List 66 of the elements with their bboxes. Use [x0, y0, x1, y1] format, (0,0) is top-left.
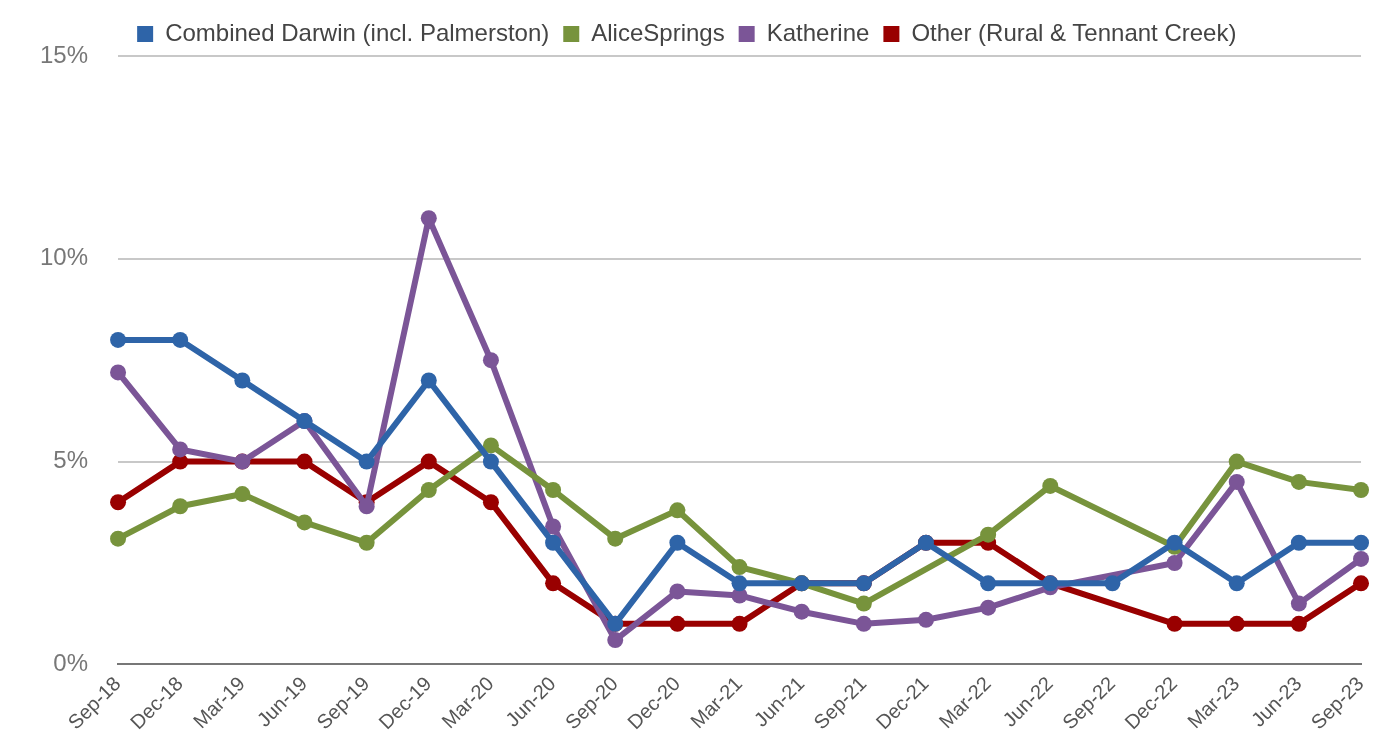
- point: [1104, 575, 1121, 592]
- point: [110, 331, 127, 348]
- legend-label: Other (Rural & Tennant Creek): [911, 18, 1237, 46]
- legend-label: Katherine: [766, 18, 870, 46]
- y-tick-label: 5%: [53, 446, 89, 474]
- legend-label: AliceSprings: [591, 18, 725, 46]
- point: [172, 498, 189, 515]
- point: [482, 437, 499, 454]
- point: [296, 453, 313, 470]
- point: [1290, 473, 1307, 490]
- point: [1290, 534, 1307, 551]
- point: [420, 210, 437, 227]
- point: [358, 534, 375, 551]
- point: [358, 453, 375, 470]
- point: [482, 352, 499, 369]
- point: [607, 530, 624, 547]
- point: [669, 615, 686, 632]
- point: [545, 482, 562, 499]
- point: [1290, 615, 1307, 632]
- point: [917, 611, 934, 628]
- point: [731, 615, 748, 632]
- point: [172, 331, 189, 348]
- point: [545, 575, 562, 592]
- point: [420, 372, 437, 389]
- point: [731, 575, 748, 592]
- point: [980, 526, 997, 543]
- point: [1353, 575, 1370, 592]
- point: [731, 559, 748, 576]
- point: [482, 494, 499, 511]
- y-tick-label: 10%: [39, 243, 89, 271]
- point: [1228, 473, 1245, 490]
- y-tick-label: 15%: [39, 40, 89, 68]
- point: [1228, 453, 1245, 470]
- point: [669, 534, 686, 551]
- point: [980, 575, 997, 592]
- point: [1166, 555, 1183, 572]
- point: [1353, 482, 1370, 499]
- point: [420, 482, 437, 499]
- point: [607, 632, 624, 649]
- point: [1353, 550, 1370, 567]
- point: [1228, 575, 1245, 592]
- point: [545, 518, 562, 535]
- y-tick-label: 0%: [53, 649, 89, 677]
- point: [793, 603, 810, 620]
- point: [234, 486, 251, 503]
- legend-label: Combined Darwin (incl. Palmerston): [165, 18, 550, 46]
- point: [980, 599, 997, 616]
- point: [482, 453, 499, 470]
- point: [296, 514, 313, 531]
- point: [1353, 534, 1370, 551]
- point: [545, 534, 562, 551]
- point: [1228, 615, 1245, 632]
- point: [855, 595, 872, 612]
- point: [172, 441, 189, 458]
- point: [1290, 595, 1307, 612]
- point: [669, 502, 686, 519]
- point: [110, 364, 127, 381]
- point: [1166, 534, 1183, 551]
- point: [1042, 477, 1059, 494]
- point: [110, 530, 127, 547]
- point: [855, 615, 872, 632]
- point: [110, 494, 127, 511]
- point: [1166, 615, 1183, 632]
- point: [669, 583, 686, 600]
- point: [234, 372, 251, 389]
- point: [420, 453, 437, 470]
